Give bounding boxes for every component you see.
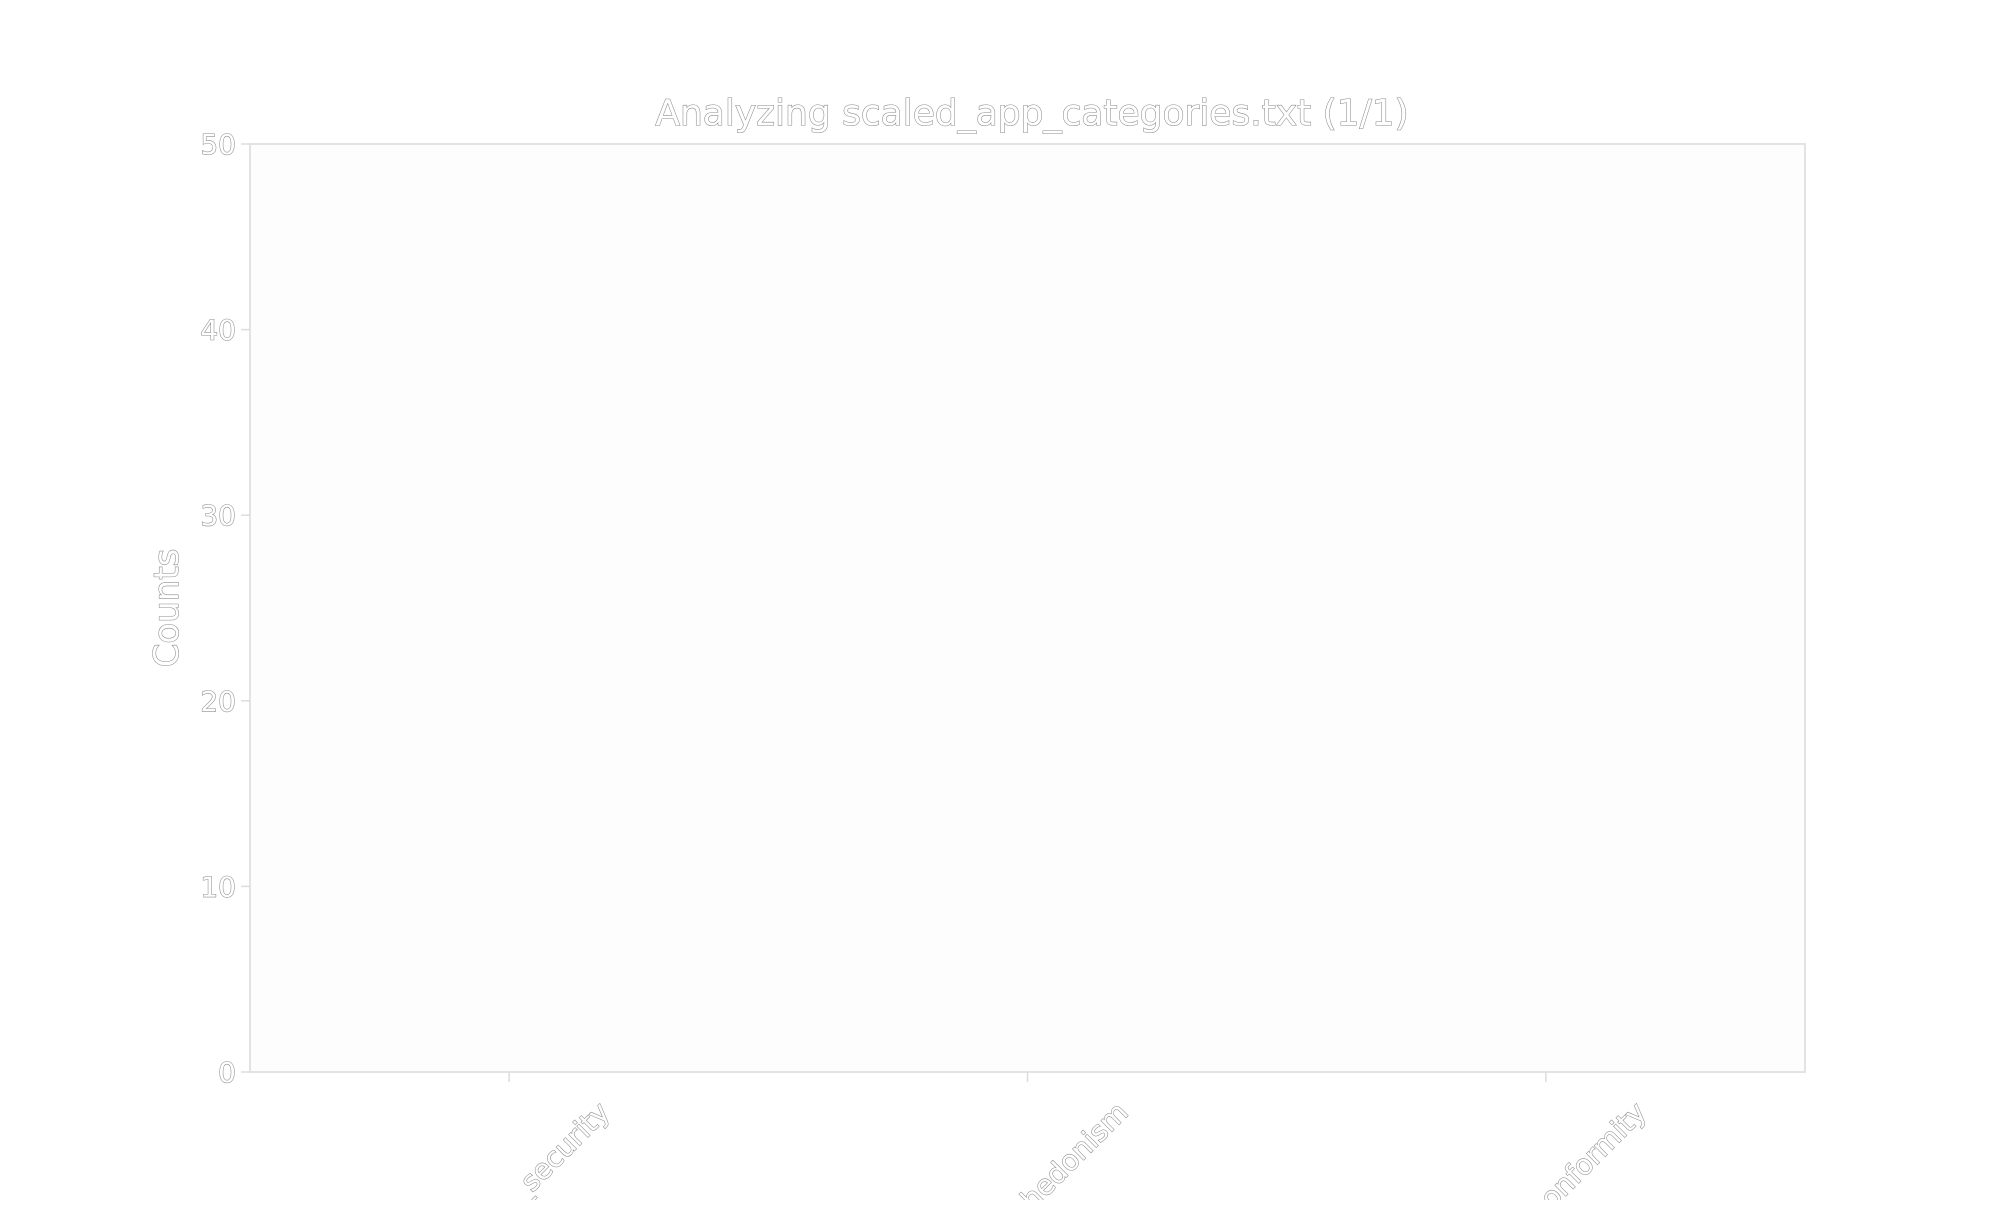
y-tick-label: 30 — [200, 499, 236, 532]
x-axis: …_security hedonism conformity — [483, 1072, 1653, 1200]
y-tick-label: 40 — [200, 314, 236, 347]
y-tick-label: 10 — [200, 870, 236, 903]
x-tick-label: …_security — [484, 1096, 616, 1200]
y-tick-label: 0 — [218, 1056, 236, 1089]
x-tick-label: conformity — [1523, 1096, 1653, 1200]
y-axis: 0 10 20 30 40 50 — [200, 127, 250, 1090]
plot-area — [249, 143, 1806, 1073]
y-tick-label: 50 — [200, 128, 236, 161]
x-tick-label: hedonism — [1014, 1096, 1134, 1200]
y-tick-label: 20 — [200, 685, 236, 718]
chart-title: Analyzing scaled_app_categories.txt (1/1… — [655, 93, 1408, 134]
y-axis-label: Counts — [147, 549, 187, 668]
